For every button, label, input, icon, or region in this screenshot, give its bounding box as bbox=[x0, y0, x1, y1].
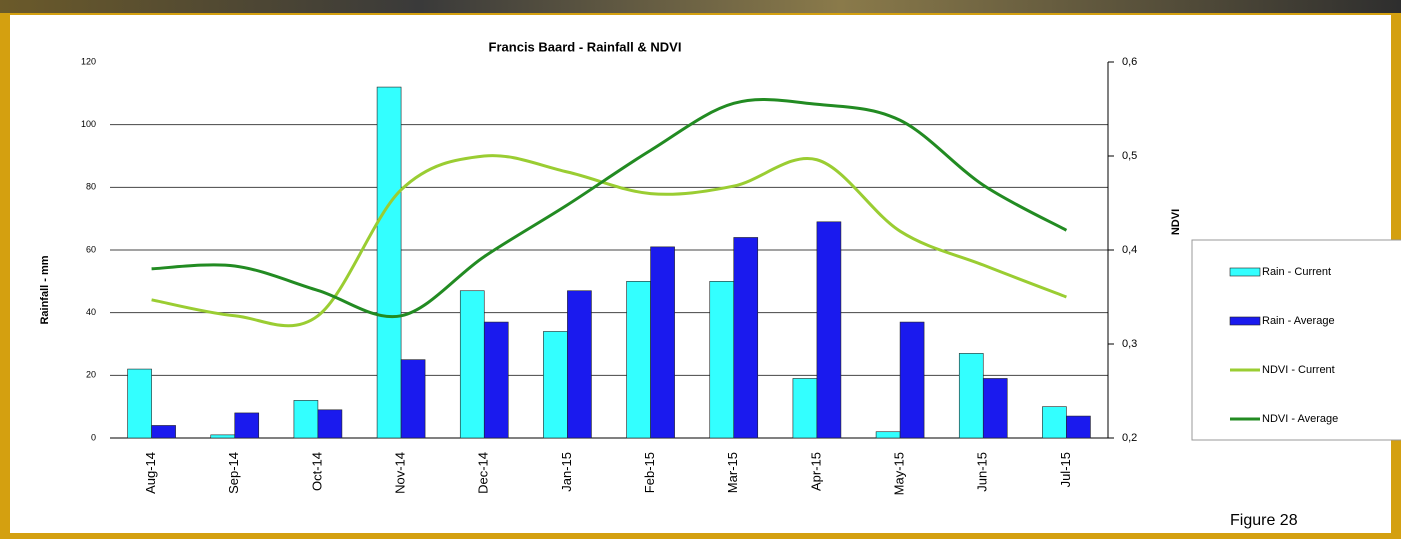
x-tick-label: Jan-15 bbox=[559, 452, 574, 492]
legend-swatch bbox=[1229, 316, 1261, 326]
bar bbox=[543, 331, 568, 439]
y2-tick-label: 0,4 bbox=[1122, 244, 1137, 256]
chart-title: Francis Baard - Rainfall & NDVI bbox=[489, 39, 682, 54]
y-tick-label: 20 bbox=[86, 370, 96, 380]
x-tick-label: Jun-15 bbox=[975, 452, 990, 492]
y-tick-label: 120 bbox=[81, 56, 96, 66]
x-tick-label: Aug-14 bbox=[143, 452, 158, 494]
x-tick-label: Jul-15 bbox=[1058, 452, 1073, 487]
y2-tick-label: 0,3 bbox=[1122, 338, 1137, 350]
bar bbox=[567, 290, 592, 439]
legend-label: Rain - Average bbox=[1262, 315, 1335, 327]
y-tick-label: 100 bbox=[81, 119, 96, 129]
x-tick-label: Feb-15 bbox=[642, 452, 657, 493]
y-tick-label: 40 bbox=[86, 307, 96, 317]
x-tick-label: Apr-15 bbox=[808, 452, 823, 491]
bar bbox=[1066, 415, 1091, 439]
bar bbox=[293, 400, 319, 439]
bar bbox=[210, 434, 236, 439]
bar bbox=[317, 409, 343, 439]
bar bbox=[151, 425, 176, 439]
y2-tick-label: 0,6 bbox=[1122, 56, 1137, 68]
bar bbox=[1042, 406, 1067, 439]
bar bbox=[792, 378, 818, 439]
bar bbox=[899, 321, 925, 439]
x-tick-label: Nov-14 bbox=[393, 452, 408, 494]
bar bbox=[376, 86, 402, 439]
bar bbox=[626, 281, 651, 439]
bar bbox=[709, 281, 735, 439]
bar bbox=[958, 353, 984, 439]
y2-tick-label: 0,2 bbox=[1122, 432, 1137, 444]
legend bbox=[1191, 239, 1401, 441]
bar bbox=[127, 368, 152, 439]
x-tick-label: Mar-15 bbox=[725, 452, 740, 493]
y-tick-label: 0 bbox=[91, 432, 96, 442]
bar bbox=[234, 412, 260, 439]
x-tick-label: Sep-14 bbox=[226, 452, 241, 494]
x-tick-label: Dec-14 bbox=[476, 452, 491, 494]
bar bbox=[400, 359, 426, 439]
y-tick-label: 80 bbox=[86, 182, 96, 192]
line bbox=[151, 98, 1068, 319]
legend-label: NDVI - Average bbox=[1262, 413, 1338, 425]
bar bbox=[483, 321, 509, 439]
legend-swatch bbox=[1229, 267, 1261, 277]
bar bbox=[875, 431, 901, 439]
legend-label: Rain - Current bbox=[1262, 266, 1331, 278]
bar bbox=[650, 246, 675, 439]
y-tick-label: 60 bbox=[86, 244, 96, 254]
y2-tick-label: 0,5 bbox=[1122, 150, 1137, 162]
bar bbox=[982, 378, 1008, 439]
x-tick-label: May-15 bbox=[892, 452, 907, 495]
y2-axis-title: NDVI bbox=[1170, 209, 1182, 235]
legend-label: NDVI - Current bbox=[1262, 364, 1335, 376]
panel bbox=[10, 15, 1391, 533]
top-band bbox=[0, 0, 1401, 13]
bar bbox=[816, 221, 842, 439]
figure-note: Figure 28 bbox=[1230, 512, 1298, 529]
bar bbox=[459, 290, 485, 439]
x-tick-label: Oct-14 bbox=[309, 452, 324, 491]
bar bbox=[733, 237, 759, 439]
y-axis-title: Rainfall - mm bbox=[39, 255, 51, 324]
